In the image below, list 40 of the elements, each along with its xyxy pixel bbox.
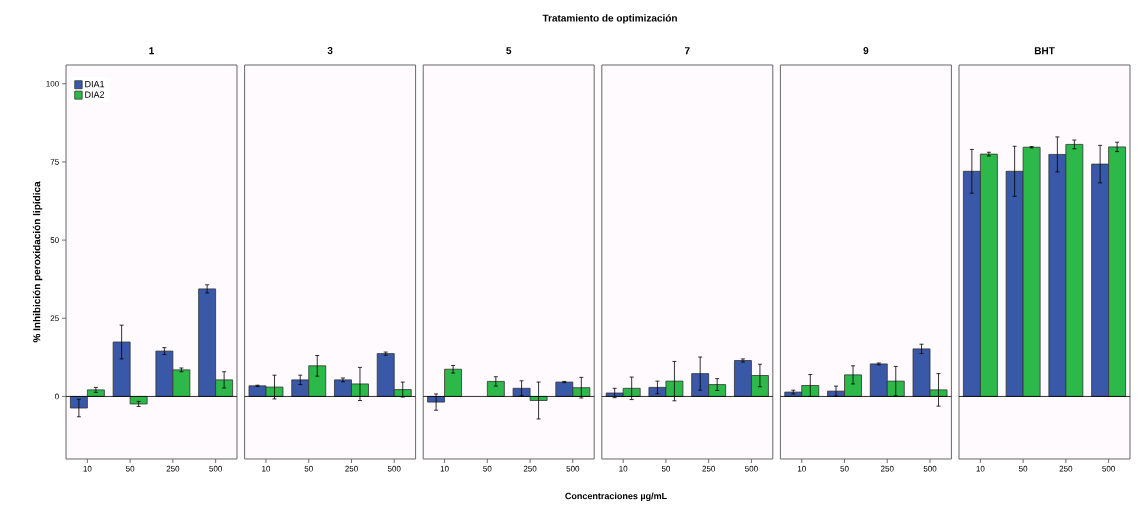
x-tick-label: 10 (976, 465, 985, 472)
x-tick-label: 250 (702, 465, 716, 472)
x-tick-label: 500 (209, 465, 222, 472)
x-tick-label: 250 (345, 465, 358, 472)
x-tick-label: 50 (840, 465, 849, 472)
x-tick-label: 500 (745, 465, 758, 472)
x-tick-label: 10 (440, 465, 449, 472)
x-tick-label: 500 (923, 465, 937, 472)
chart-title: 5 (506, 47, 512, 55)
x-tick-label: 10 (619, 465, 628, 472)
legend-label: DIA2 (85, 91, 105, 98)
chart-title: 9 (863, 47, 869, 55)
x-tick-label: 10 (797, 465, 806, 472)
chart-title: BHT (1034, 47, 1055, 55)
chart-title: 3 (327, 47, 333, 55)
y-tick-label: 0 (55, 393, 59, 400)
x-tick-label: 500 (1102, 465, 1115, 472)
x-tick-label: 250 (881, 465, 894, 472)
x-tick-label: 50 (126, 465, 135, 472)
x-tick-label: 50 (483, 465, 492, 472)
x-tick-label: 250 (166, 465, 180, 472)
chart-title: 1 (149, 47, 155, 55)
x-tick-label: 50 (304, 465, 313, 472)
x-tick-label: 250 (523, 465, 537, 472)
chart-title: 7 (684, 47, 690, 55)
x-axis-title: Concentraciones µg/mL (565, 492, 667, 502)
x-tick-label: 50 (1018, 465, 1028, 472)
x-tick-label: 10 (262, 465, 271, 472)
legend-label: DIA1 (85, 81, 105, 88)
x-tick-label: 250 (1059, 465, 1073, 472)
y-tick-label: 75 (50, 159, 59, 165)
x-tick-label: 500 (387, 465, 401, 472)
y-tick-label: 25 (50, 315, 59, 322)
y-tick-label: 100 (46, 80, 59, 87)
text: Tratamiento de optimización (542, 14, 677, 24)
x-tick-label: 10 (83, 465, 92, 472)
x-tick-label: 500 (566, 465, 580, 472)
y-tick-label: 50 (50, 237, 59, 243)
x-tick-label: 50 (661, 465, 671, 472)
y-axis-title: % Inhibición peroxidación lipídica (32, 181, 43, 343)
